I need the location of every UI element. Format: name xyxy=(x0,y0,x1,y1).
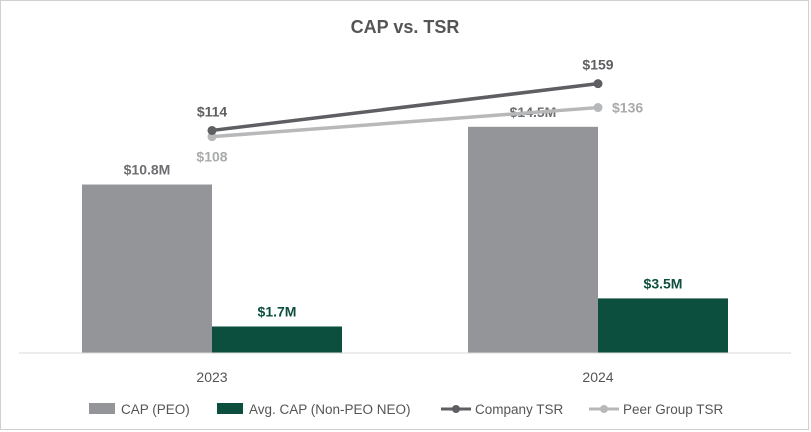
bar-1-2023 xyxy=(212,326,342,353)
line-label-1-2024: $136 xyxy=(612,100,643,116)
legend-swatch-1 xyxy=(217,403,243,414)
legend-label-2: Company TSR xyxy=(475,402,564,417)
line-label-0-2023: $114 xyxy=(197,103,228,119)
bar-0-2024 xyxy=(468,126,598,353)
legend-label-3: Peer Group TSR xyxy=(623,402,724,417)
line-company-tsr xyxy=(211,81,599,133)
bar-1-2024 xyxy=(598,298,728,353)
legend-label-0: CAP (PEO) xyxy=(121,402,190,417)
bar-label-1-2023: $1.7M xyxy=(258,303,297,319)
legend-swatch-0 xyxy=(89,403,115,414)
bar-label-0-2023: $10.8M xyxy=(124,162,171,178)
x-tick-label-2024: 2024 xyxy=(582,369,613,385)
bar-label-1-2024: $3.5M xyxy=(644,275,683,291)
line-label-0-2024: $159 xyxy=(582,57,613,73)
chart-title: CAP vs. TSR xyxy=(351,17,460,37)
x-tick-label-2023: 2023 xyxy=(196,369,227,385)
line-peer-group-tsr xyxy=(211,105,599,139)
legend-label-1: Avg. CAP (Non-PEO NEO) xyxy=(249,402,411,417)
legend-marker-3 xyxy=(600,405,608,413)
bar-0-2023 xyxy=(82,184,212,353)
point-0-2023 xyxy=(207,125,217,135)
point-1-2023 xyxy=(207,132,217,142)
point-1-2024 xyxy=(593,103,603,113)
line-label-1-2023: $108 xyxy=(196,149,227,165)
point-0-2024 xyxy=(593,79,603,89)
legend-marker-2 xyxy=(452,405,460,413)
